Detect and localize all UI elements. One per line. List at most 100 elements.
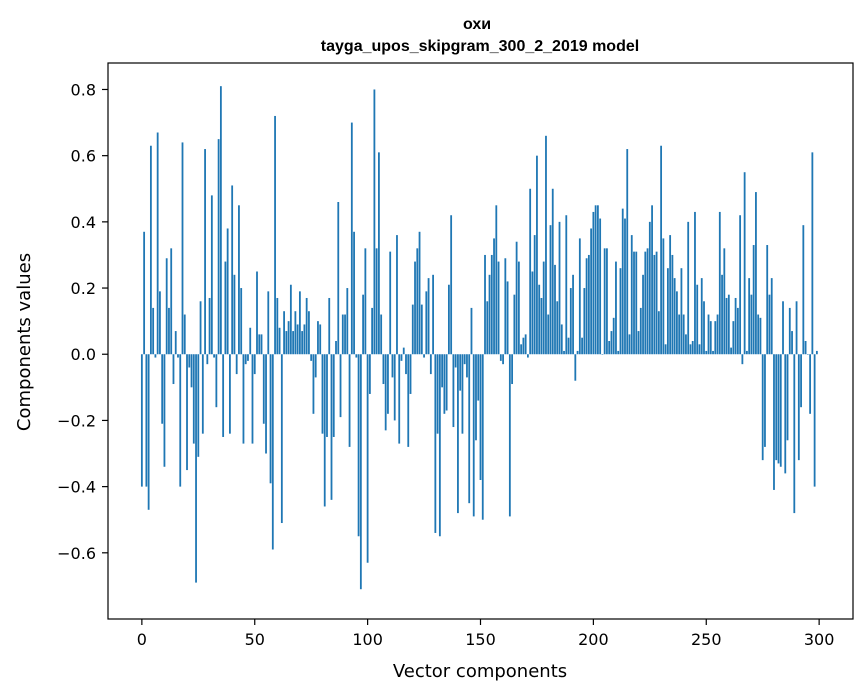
bar [328, 297, 331, 355]
bar [689, 344, 692, 355]
bar [788, 307, 791, 355]
bar [312, 354, 315, 414]
bar [578, 238, 581, 355]
bar [213, 354, 216, 358]
bar [802, 225, 805, 355]
bar [655, 251, 658, 355]
x-tick-label: 200 [578, 630, 609, 649]
bar [407, 354, 410, 447]
bar [734, 297, 737, 355]
bar [633, 251, 635, 355]
bar [804, 341, 807, 355]
y-tick-label: 0.8 [71, 80, 96, 99]
bar [809, 354, 812, 414]
bar [488, 274, 491, 355]
bar [576, 350, 579, 355]
bar [680, 268, 683, 355]
bar [694, 211, 696, 355]
bar [533, 235, 536, 355]
bar [624, 218, 626, 355]
bar [145, 354, 148, 487]
bar [222, 354, 225, 437]
bar [378, 152, 380, 355]
bar [147, 354, 150, 510]
bar [621, 208, 624, 355]
bar [506, 281, 509, 355]
bar [301, 331, 304, 355]
bar [429, 354, 432, 375]
bar [757, 314, 760, 355]
bar [563, 350, 565, 355]
bar [283, 311, 285, 355]
bar [149, 145, 152, 355]
bar [764, 354, 766, 447]
bar [479, 354, 482, 480]
bar [545, 135, 547, 355]
bar [499, 354, 502, 361]
bar [639, 307, 642, 355]
bar [768, 294, 771, 355]
bar [256, 271, 258, 355]
bar [520, 344, 523, 355]
bar [188, 354, 191, 368]
bar [707, 314, 710, 355]
bar [276, 297, 279, 355]
bar [587, 254, 590, 355]
bar [664, 344, 667, 355]
bar [447, 284, 450, 355]
bar [472, 354, 475, 517]
bar [594, 205, 597, 355]
bar [700, 278, 703, 355]
bar [567, 337, 570, 355]
bar [285, 331, 288, 355]
bar [775, 354, 778, 461]
bar [226, 228, 229, 355]
bar [468, 354, 471, 504]
bar [529, 188, 532, 355]
y-tick-label: −0.4 [57, 478, 96, 497]
bar [619, 268, 622, 355]
bar [752, 245, 755, 355]
bar [265, 354, 267, 454]
bar [606, 248, 608, 355]
bar [748, 278, 751, 355]
bar [615, 261, 617, 355]
bar [168, 307, 170, 355]
bar [170, 248, 173, 355]
y-axis-ticks: −0.6 −0.4 −0.2 0.0 0.2 0.4 0.6 0.8 [57, 80, 108, 563]
bar [161, 354, 164, 424]
bar [305, 297, 308, 355]
bar [438, 354, 441, 537]
bar [229, 354, 231, 434]
bar [732, 321, 735, 355]
bar [461, 354, 464, 434]
bar [393, 354, 396, 421]
bar [172, 354, 175, 385]
bar [274, 115, 276, 355]
bar [676, 291, 678, 355]
bar [646, 248, 649, 355]
bar [224, 261, 227, 355]
bar [231, 185, 234, 355]
bar [565, 215, 568, 355]
bar [558, 221, 561, 355]
bar [359, 354, 362, 590]
x-axis-label: Vector components [393, 661, 567, 682]
bar [502, 354, 504, 365]
bar [269, 354, 272, 484]
bar [416, 248, 419, 355]
bar [183, 314, 186, 355]
bar [793, 354, 796, 514]
bar [364, 248, 367, 355]
bar [797, 354, 800, 461]
bar [174, 331, 177, 355]
y-axis-label: Components values [14, 253, 35, 431]
bar [481, 354, 484, 520]
bar [357, 354, 360, 537]
bar [725, 297, 728, 355]
bar [418, 231, 421, 355]
bar [682, 314, 685, 355]
bar [522, 337, 525, 355]
bar [484, 254, 486, 355]
bar [495, 205, 498, 355]
